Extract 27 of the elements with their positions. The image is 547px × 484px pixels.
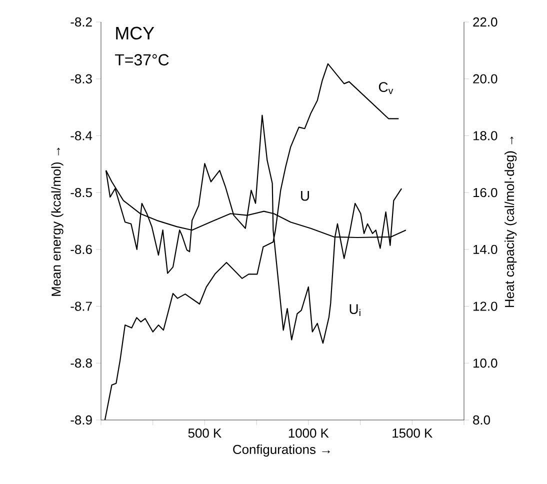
text: T=37°C	[115, 54, 169, 66]
y-tick-label: -8.5	[70, 188, 92, 198]
y-tick-label: -8.2	[70, 17, 92, 27]
x-tick-label: 1000 K	[288, 428, 329, 438]
y-tick-label: -8.3	[70, 74, 92, 84]
y-tick-label: -8.8	[70, 358, 92, 368]
y2-tick-label: 12.0	[474, 302, 498, 311]
y2-tick-label: 20.0	[473, 74, 498, 84]
y2-tick-label: 22.0	[473, 17, 498, 27]
y-tick-label: -8.9	[70, 415, 92, 425]
y-tick-label: -8.4	[70, 131, 92, 140]
y-axis-title: Mean energy (kcal/mol) →	[51, 148, 64, 296]
y2-axis-title: Heat capacity (cal/mol·deg) →	[504, 136, 517, 308]
series-label: C$_{v}$	[378, 82, 394, 94]
chart-title: MCY	[116, 26, 154, 40]
y2-tick-label: 10.0	[474, 358, 498, 368]
x-tick-label: 1500 K	[392, 428, 433, 438]
y-tick-label: -8.6	[70, 244, 92, 254]
y2-tick-label: 8.0	[473, 415, 490, 425]
x-axis-title: Configurations →	[233, 444, 330, 457]
y-tick-label: -8.7	[70, 302, 92, 311]
y2-tick-label: 14.0	[474, 244, 498, 254]
series-label: U$_{i}$	[350, 304, 360, 316]
series-label: U	[301, 191, 309, 201]
y2-tick-label: 16.0	[474, 188, 498, 198]
x-tick-label: 500 K	[188, 428, 222, 438]
y2-tick-label: 18.0	[474, 131, 498, 140]
